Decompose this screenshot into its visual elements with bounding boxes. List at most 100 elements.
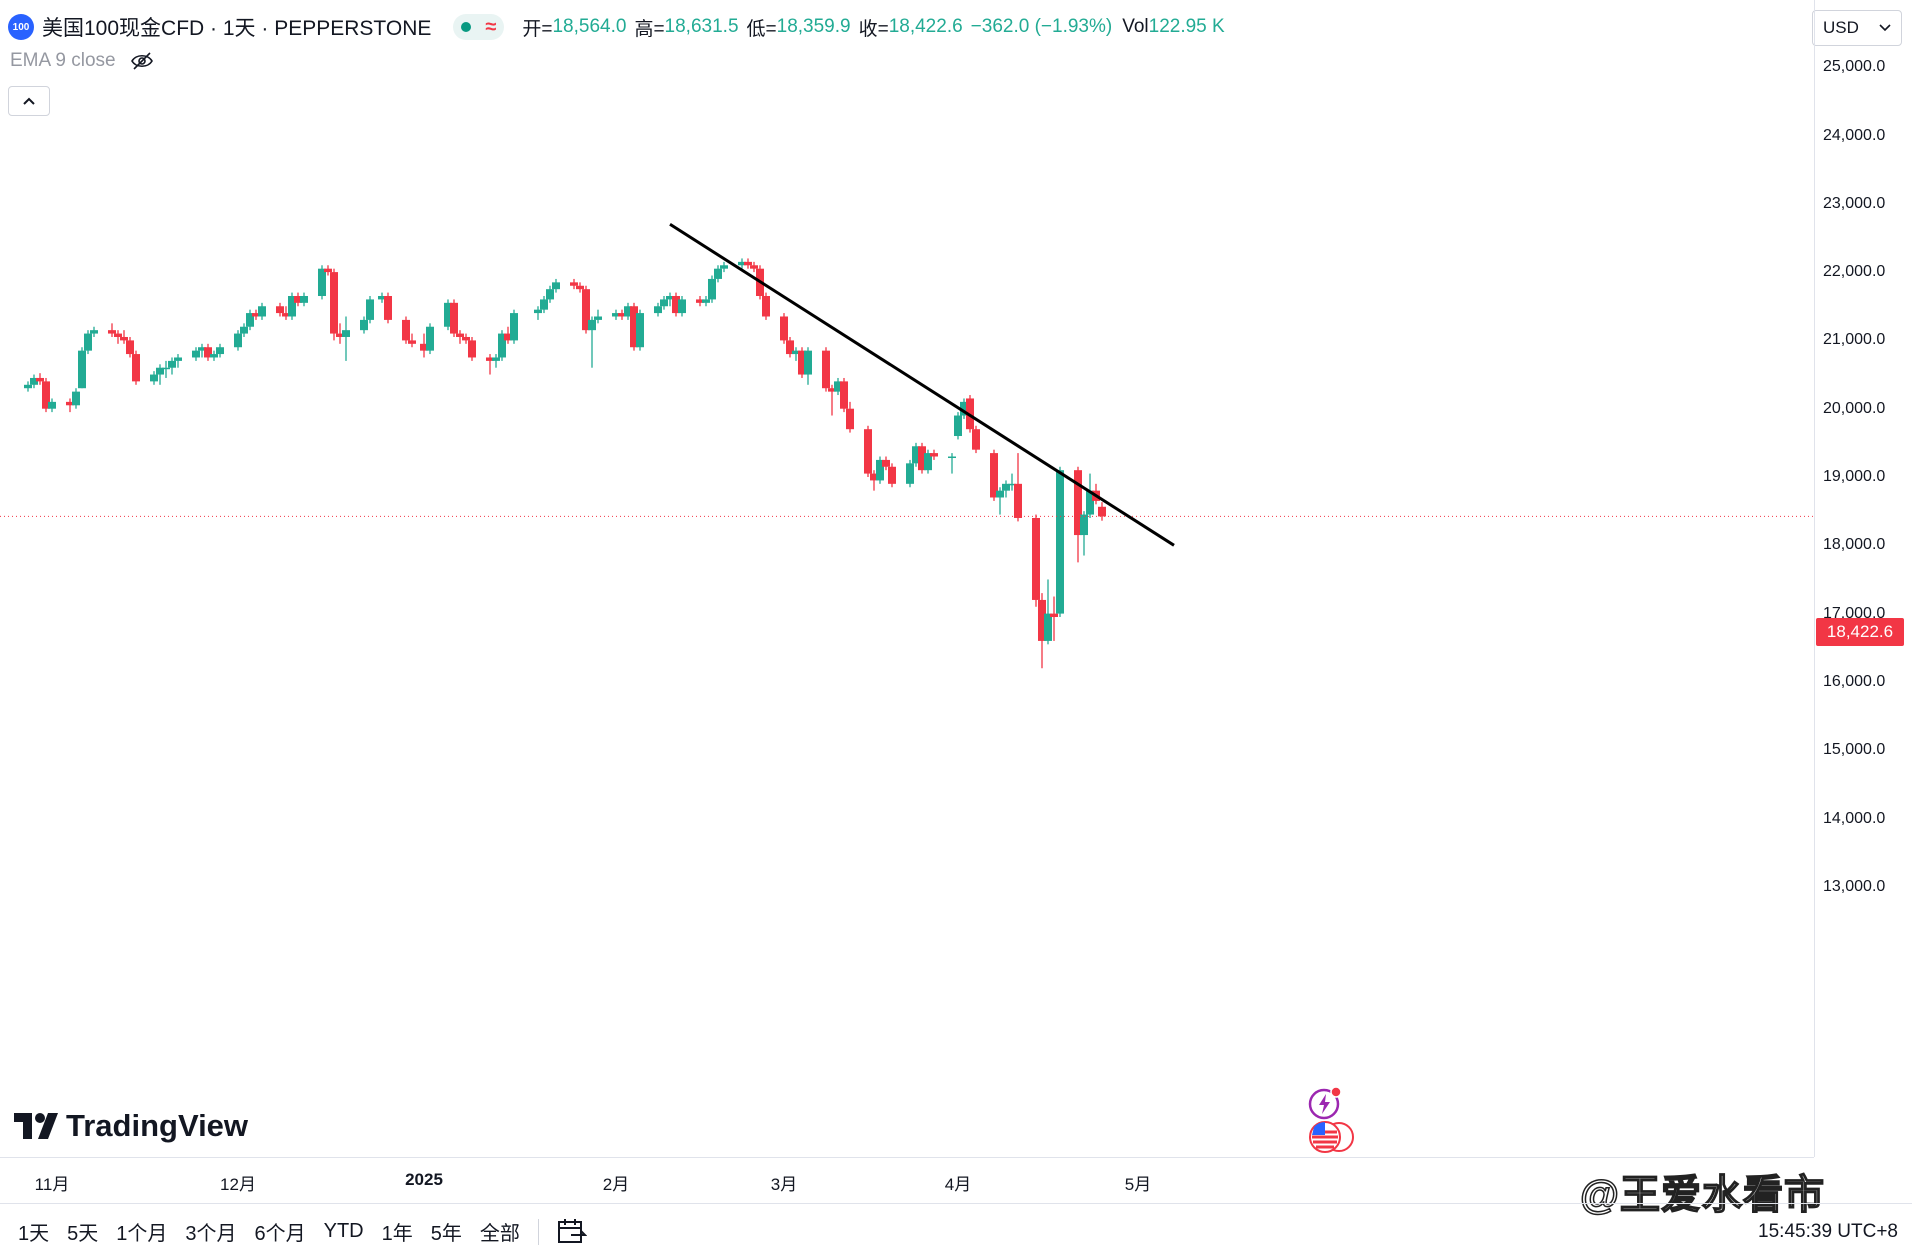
range-button[interactable]: 1个月 — [116, 1223, 168, 1245]
candle-body[interactable] — [216, 347, 224, 355]
candle-body[interactable] — [162, 367, 170, 370]
candle-body[interactable] — [1080, 514, 1088, 536]
candle-body[interactable] — [954, 415, 962, 437]
candle-body[interactable] — [870, 473, 878, 481]
us-flag-event-icon[interactable] — [1308, 1120, 1354, 1154]
candle-body[interactable] — [720, 265, 728, 269]
candle-body[interactable] — [78, 350, 86, 389]
price-axis[interactable]: 25,000.0 24,000.0 23,000.0 22,000.0 21,000.0… — [1814, 0, 1912, 1157]
candle-body[interactable] — [864, 429, 872, 474]
candle-body[interactable] — [840, 381, 848, 409]
candle-body[interactable] — [504, 333, 512, 341]
candle-body[interactable] — [708, 278, 716, 300]
symbol-logo[interactable]: 100 — [8, 14, 34, 40]
candle-body[interactable] — [444, 302, 452, 327]
candle-body[interactable] — [258, 306, 266, 317]
candle-body[interactable] — [744, 261, 752, 266]
candle-body[interactable] — [930, 453, 938, 457]
candle-body[interactable] — [798, 350, 806, 375]
tradingview-logo[interactable]: TradingView — [14, 1108, 248, 1144]
candle-body[interactable] — [780, 316, 788, 341]
candle-body[interactable] — [990, 453, 998, 498]
candle-body[interactable] — [822, 350, 830, 389]
candle-body[interactable] — [342, 330, 350, 337]
candle-body[interactable] — [534, 309, 542, 314]
time-axis[interactable]: 11月 12月 2025 2月 3月 4月 5月 — [0, 1157, 1814, 1202]
candle-body[interactable] — [378, 296, 386, 300]
candle-body[interactable] — [456, 333, 464, 337]
candle-body[interactable] — [336, 333, 344, 337]
candle-body[interactable] — [618, 313, 626, 317]
range-button[interactable]: 3个月 — [185, 1223, 237, 1245]
candle-body[interactable] — [1014, 483, 1022, 518]
trendline[interactable] — [669, 223, 1175, 547]
candle-body[interactable] — [612, 313, 620, 317]
eye-off-icon[interactable] — [130, 51, 154, 71]
candle-body[interactable] — [324, 268, 332, 273]
candle-body[interactable] — [252, 313, 260, 317]
candle-body[interactable] — [108, 330, 116, 334]
candle-body[interactable] — [1008, 483, 1016, 486]
candle-body[interactable] — [1074, 470, 1082, 536]
candle-body[interactable] — [174, 357, 182, 361]
collapse-legend-button[interactable] — [8, 86, 50, 116]
candle-body[interactable] — [240, 326, 248, 334]
candle-body[interactable] — [804, 350, 812, 375]
candle-body[interactable] — [1002, 483, 1010, 491]
candle-body[interactable] — [1044, 613, 1052, 641]
candle-body[interactable] — [552, 282, 560, 290]
candle-body[interactable] — [1086, 490, 1094, 515]
range-button[interactable]: 1年 — [381, 1223, 413, 1245]
candle-body[interactable] — [1038, 599, 1046, 641]
candle-body[interactable] — [996, 490, 1004, 498]
candle-body[interactable] — [300, 296, 308, 303]
earnings-event-icon[interactable] — [1306, 1084, 1344, 1122]
candle-body[interactable] — [960, 401, 968, 416]
symbol-title[interactable]: 美国100现金CFD · 1天 · PEPPERSTONE — [42, 17, 432, 40]
candle-body[interactable] — [492, 357, 500, 361]
candle-body[interactable] — [924, 453, 932, 471]
candle-body[interactable] — [150, 374, 158, 382]
range-button[interactable]: 6个月 — [254, 1223, 306, 1245]
range-button[interactable]: 5天 — [67, 1223, 99, 1245]
candle-body[interactable] — [450, 302, 458, 334]
candle-body[interactable] — [198, 347, 206, 351]
candle-body[interactable] — [738, 261, 746, 266]
candle-body[interactable] — [540, 299, 548, 310]
candle-body[interactable] — [882, 459, 890, 467]
candle-body[interactable] — [384, 296, 392, 320]
candle-body[interactable] — [114, 333, 122, 337]
candle-body[interactable] — [828, 388, 836, 392]
candle-body[interactable] — [72, 391, 80, 406]
candle-body[interactable] — [192, 350, 200, 358]
candle-body[interactable] — [834, 381, 842, 392]
candle-body[interactable] — [486, 357, 494, 361]
candle-body[interactable] — [750, 265, 758, 269]
candle-body[interactable] — [1032, 517, 1040, 600]
candle-body[interactable] — [546, 289, 554, 300]
candle-body[interactable] — [630, 306, 638, 348]
candle-body[interactable] — [786, 340, 794, 355]
go-to-date-button[interactable] — [557, 1218, 587, 1246]
candle-body[interactable] — [246, 313, 254, 327]
candle-body[interactable] — [762, 296, 770, 317]
candle-body[interactable] — [156, 367, 164, 375]
candle-body[interactable] — [318, 268, 326, 297]
candle-body[interactable] — [360, 319, 368, 331]
candle-body[interactable] — [570, 282, 578, 286]
candle-body[interactable] — [576, 285, 584, 290]
candle-body[interactable] — [168, 360, 176, 368]
candle-body[interactable] — [510, 313, 518, 341]
candle-body[interactable] — [132, 354, 140, 382]
candle-body[interactable] — [426, 326, 434, 351]
candle-body[interactable] — [1056, 470, 1064, 614]
candle-body[interactable] — [402, 319, 410, 341]
candle-body[interactable] — [36, 377, 44, 382]
candle-body[interactable] — [48, 401, 56, 409]
range-button[interactable]: YTD — [323, 1220, 364, 1242]
clock[interactable]: 15:45:39 UTC+8 — [1758, 1220, 1898, 1242]
candle-body[interactable] — [696, 299, 704, 303]
candle-body[interactable] — [120, 336, 128, 341]
candle-body[interactable] — [204, 347, 212, 358]
candle-body[interactable] — [288, 296, 296, 317]
